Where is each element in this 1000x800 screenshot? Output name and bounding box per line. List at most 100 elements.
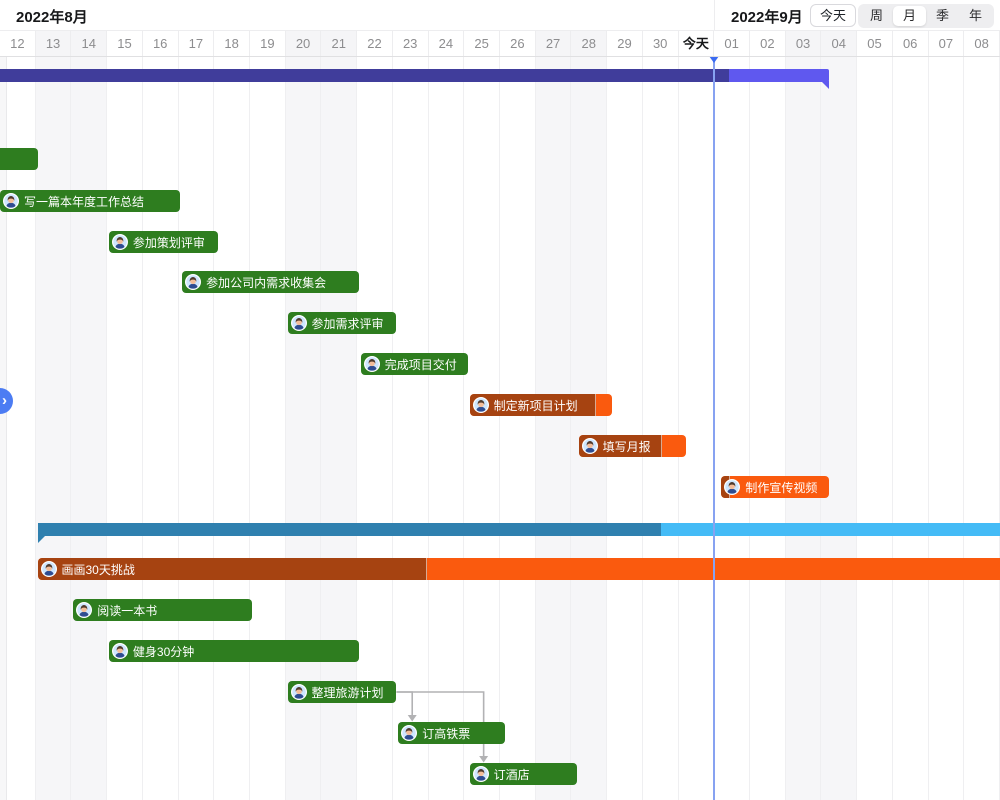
task-bar-制作宣传视频[interactable]: 制作宣传视频 [721,476,829,498]
month-label-september: 2022年9月 [731,9,803,26]
grid-column [857,57,893,800]
grid-column [143,57,179,800]
grid-column [643,57,679,800]
task-bar-clipped-task[interactable] [0,148,38,170]
assignee-avatar-icon [112,234,128,250]
month-label-august: 2022年8月 [16,9,88,26]
task-progress [37,558,427,580]
view-option-周[interactable]: 周 [869,8,883,23]
task-bar-制定新项目计划[interactable]: 制定新项目计划 [469,394,613,416]
grid-column [750,57,786,800]
assignee-avatar-icon [185,274,201,290]
grid-column [500,57,536,800]
assignee-avatar-icon [473,397,489,413]
task-bar-参加策划评审[interactable]: 参加策划评审 [108,231,218,253]
task-bar-订酒店[interactable]: 订酒店 [469,763,577,785]
task-progress [469,394,597,416]
task-bar-content: 写一篇本年度工作总结 [0,190,180,212]
assignee-avatar-icon [76,602,92,618]
date-cell-05: 05 [857,31,893,56]
grid-column [571,57,608,800]
task-label: 制作宣传视频 [745,480,818,495]
task-bar-content: 参加需求评审 [288,312,397,334]
task-bar-画画30天挑战[interactable]: 画画30天挑战 [37,558,1000,580]
task-label: 写一篇本年度工作总结 [24,194,145,209]
task-label: 整理旅游计划 [311,685,384,700]
grid-column [71,57,108,800]
task-label: 参加策划评审 [132,235,205,250]
task-label: 订酒店 [493,767,530,782]
task-bar-健身30分钟[interactable]: 健身30分钟 [108,640,359,662]
dependency-arrows [396,691,489,763]
date-cell-04: 04 [821,31,858,56]
date-cell-08: 08 [964,31,1000,56]
milestone-summary[interactable] [0,69,829,89]
task-bar-整理旅游计划[interactable]: 整理旅游计划 [287,681,397,703]
task-bar-content: 参加公司内需求收集会 [182,271,359,293]
date-cell-25: 25 [464,31,500,56]
task-bar-订高铁票[interactable]: 订高铁票 [398,722,506,744]
task-bar-content [0,148,38,170]
view-scale-switcher: 周月季 年 [858,4,994,28]
chevron-right-icon: › [2,392,7,409]
grid-column [429,57,465,800]
task-label: 订高铁票 [422,726,471,741]
grid-column [214,57,250,800]
task-label: 参加公司内需求收集会 [206,275,327,290]
assignee-avatar-icon [582,438,598,454]
grid-column [964,57,1000,800]
task-label: 制定新项目计划 [493,398,578,413]
summary-end-cap [37,535,46,543]
task-bar-写一篇本年度工作总结[interactable]: 写一篇本年度工作总结 [0,190,181,212]
date-header-row: 12 13 14 15 16 17 18 19 20 21 22 23 24 25 26 27 28 29 30 今天… [0,31,1000,57]
date-cell-29: 29 [607,31,643,56]
task-progress [578,435,663,457]
dependency-arrowhead-icon [479,756,489,763]
today-button[interactable]: 今天 [810,4,857,27]
assignee-avatar-icon [401,725,417,741]
task-bar-填写月报[interactable]: 填写月报 [578,435,686,457]
task-bar-阅读一本书[interactable]: 阅读一本书 [73,599,252,621]
today-line [713,57,716,800]
grid-column [464,57,500,800]
view-option-季[interactable]: 季 [935,8,949,23]
grid-column [821,57,858,800]
task-bar-参加需求评审[interactable]: 参加需求评审 [287,312,397,334]
date-cell-23: 23 [393,31,429,56]
assignee-avatar-icon [724,479,740,495]
date-cell-02: 02 [750,31,786,56]
grid-column [357,57,393,800]
date-cell-13: 13 [35,31,72,56]
grid-column [893,57,929,800]
grid-column [35,57,72,800]
task-bar-content: 整理旅游计划 [288,681,397,703]
expand-panel-button[interactable]: › [0,388,13,414]
assignee-avatar-icon [364,356,380,372]
task-label: 参加需求评审 [311,316,384,331]
date-cell-06: 06 [893,31,929,56]
grid-column [250,57,286,800]
task-bar-content: 订酒店 [470,763,577,785]
date-cell-19: 19 [250,31,286,56]
grid-column [929,57,965,800]
task-bar-content: 健身30分钟 [109,640,359,662]
task-bar-content: 画画30天挑战 [38,558,1000,580]
life-summary[interactable] [37,523,1000,543]
grid-column [393,57,429,800]
date-cell-today: 今天 [679,31,715,56]
date-cell-20: 20 [285,31,322,56]
assignee-avatar-icon [473,766,489,782]
date-cell-22: 22 [357,31,393,56]
date-cell-17: 17 [179,31,215,56]
view-option-月[interactable]: 月 [893,6,926,26]
task-label: 填写月报 [602,439,651,454]
task-bar-content: 订高铁票 [398,722,505,744]
grid-column [535,57,572,800]
summary-progress [37,523,661,536]
grid-column [714,57,750,800]
view-option-年[interactable]: 年 [968,8,982,23]
task-bar-完成项目交付[interactable]: 完成项目交付 [360,353,468,375]
dependency-arrowhead-icon [407,715,417,722]
task-bar-参加公司内需求收集会[interactable]: 参加公司内需求收集会 [182,271,359,293]
